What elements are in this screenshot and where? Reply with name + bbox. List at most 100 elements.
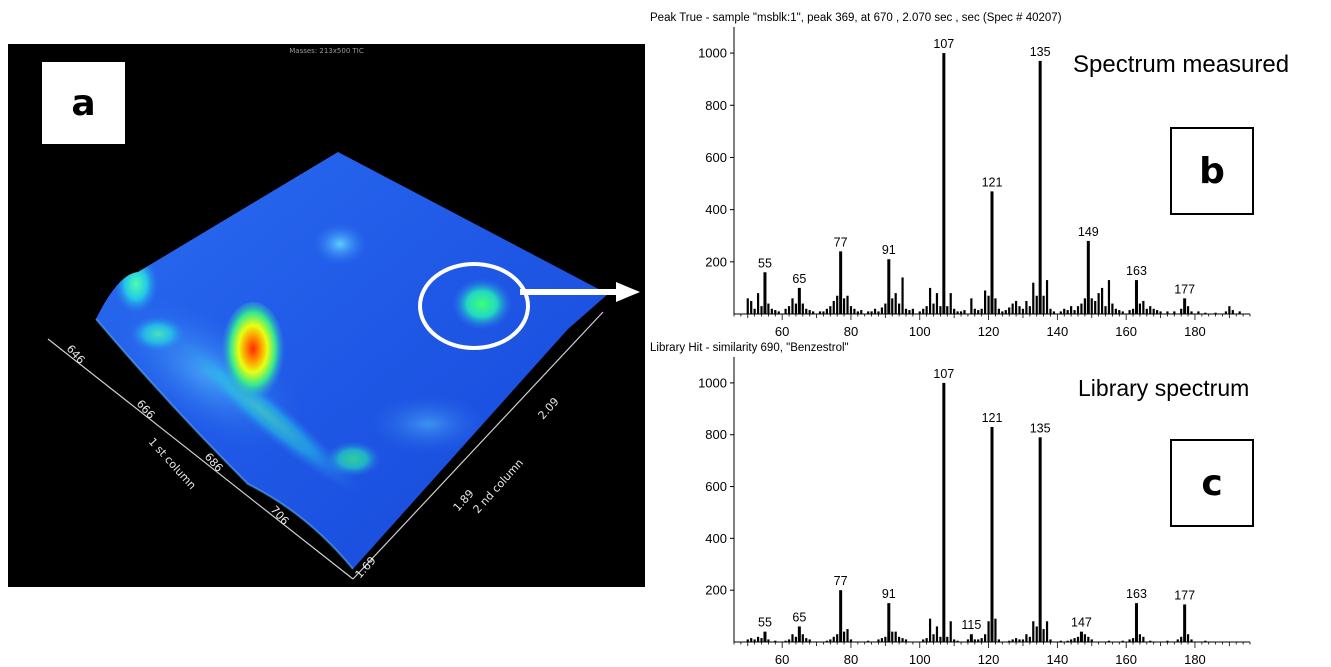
spectrum-bar bbox=[784, 308, 787, 314]
spectrum-bar bbox=[787, 306, 791, 314]
spectrum-bar bbox=[973, 639, 976, 642]
x-tick-label: 140 bbox=[1047, 652, 1069, 667]
y-tick-label: 200 bbox=[705, 583, 727, 598]
spectrum-bar bbox=[1183, 604, 1187, 642]
spectrum-bar bbox=[1035, 295, 1038, 314]
y-tick-label: 400 bbox=[705, 531, 727, 546]
spectrum-bar bbox=[932, 634, 935, 642]
spectrum-bar bbox=[1186, 634, 1190, 642]
spectrum-bar bbox=[1028, 306, 1031, 314]
y-tick-label: 600 bbox=[705, 150, 727, 165]
spectrum-bar bbox=[946, 306, 949, 314]
y-tick-label: 1000 bbox=[698, 375, 727, 390]
spectrum-bar bbox=[953, 639, 956, 642]
pointer-arrow bbox=[520, 282, 640, 302]
spectrum-bar bbox=[767, 303, 770, 314]
spectrum-bar bbox=[1180, 636, 1183, 642]
surface-plot: 646 666 686 706 1 st column 1.69 1.89 2.… bbox=[47, 152, 608, 581]
spectrum-bar bbox=[801, 303, 804, 314]
spectrum-bar bbox=[1100, 287, 1104, 314]
spectrum-bar bbox=[867, 311, 870, 314]
spectrum-bar bbox=[904, 639, 908, 642]
spectrum-bar bbox=[1128, 310, 1131, 314]
spectrum-bar bbox=[849, 306, 853, 314]
spectrum-bar bbox=[1238, 311, 1241, 314]
spectrum-bar bbox=[880, 307, 884, 314]
library-spectrum-chart: 200 400 600 800 1000 60 80 100 120 140 160 180 55 65 7… bbox=[698, 357, 1251, 667]
spectrum-bar bbox=[887, 259, 891, 314]
spectrum-bar bbox=[877, 311, 880, 314]
spectrum-bar bbox=[1083, 298, 1086, 314]
spectrum-bar bbox=[980, 638, 983, 642]
spectrum-bar bbox=[1076, 636, 1080, 642]
spectrum-bar bbox=[1011, 639, 1014, 642]
spectrum-bar bbox=[977, 310, 980, 314]
spectrum-bar bbox=[956, 640, 959, 642]
spectrum-bar bbox=[791, 634, 794, 642]
spectrum-bar bbox=[891, 298, 894, 314]
spectrum-bar bbox=[777, 311, 780, 314]
spectrum-bar bbox=[901, 638, 904, 642]
spectrum-bar bbox=[1111, 303, 1114, 314]
spectrum-bar bbox=[990, 191, 994, 314]
spectrum-bar bbox=[750, 638, 753, 642]
spectrum-bar bbox=[922, 639, 925, 642]
spectrum-bar bbox=[1073, 310, 1076, 314]
spectrum-bar bbox=[829, 306, 832, 314]
spectrum-bar bbox=[963, 310, 966, 314]
spectrum-bar bbox=[925, 638, 928, 642]
axis2-title: 2 nd column bbox=[471, 456, 526, 516]
spectrum-bar bbox=[750, 300, 753, 314]
spectrum-bar bbox=[774, 640, 777, 642]
spectrum-bar bbox=[1086, 240, 1090, 314]
spectrum-bar bbox=[1045, 280, 1049, 314]
peak-label: 135 bbox=[1030, 421, 1051, 435]
spectrum-bar bbox=[956, 311, 959, 314]
spectrum-bar bbox=[1128, 639, 1131, 642]
spectrum-bar bbox=[767, 639, 770, 642]
peak-label: 65 bbox=[792, 610, 806, 624]
spectrum-bar bbox=[884, 303, 887, 314]
spectrum-bar bbox=[1114, 308, 1117, 314]
spectrum-bar bbox=[1038, 437, 1042, 642]
spectrum-bar bbox=[746, 639, 749, 642]
spectrum-bar bbox=[1032, 621, 1035, 642]
spectrum-bar bbox=[805, 638, 808, 642]
peak-label: 77 bbox=[834, 574, 848, 588]
spectrum-bar bbox=[939, 306, 942, 314]
spectrum-bar bbox=[839, 590, 843, 642]
spectrum-bar bbox=[1097, 293, 1100, 314]
spectrum-bar bbox=[1090, 639, 1093, 642]
spectrum-bar bbox=[894, 631, 897, 642]
spectrum-bar bbox=[1180, 308, 1183, 314]
spectrum-bar bbox=[880, 638, 884, 642]
x-tick-label: 60 bbox=[775, 324, 789, 339]
spectrum-bar bbox=[1197, 311, 1200, 314]
spectrum-bar bbox=[908, 310, 911, 314]
spectrum-bar bbox=[1104, 306, 1107, 314]
spectrum-bar bbox=[949, 293, 952, 314]
x-tick-label: 100 bbox=[909, 652, 931, 667]
spectrum-bar bbox=[994, 618, 997, 642]
library-spectrum-title: Library Hit - similarity 690, "Benzestro… bbox=[650, 342, 849, 354]
spectrum-bar bbox=[1073, 638, 1076, 642]
spectrum-bar bbox=[825, 640, 828, 642]
spectrum-bar bbox=[1107, 640, 1111, 642]
spectrum-bar bbox=[977, 639, 980, 642]
y-tick-label: 200 bbox=[705, 254, 727, 269]
spectrum-bar bbox=[1149, 640, 1152, 642]
spectrum-bar bbox=[1138, 303, 1142, 314]
spectrum-bar bbox=[887, 603, 891, 642]
spectrum-bar bbox=[746, 298, 749, 314]
spectrum-bar bbox=[997, 639, 1000, 642]
spectrum-bar bbox=[1107, 280, 1111, 314]
spectrum-bar bbox=[1059, 640, 1062, 642]
measured-spectrum-title: Peak True - sample "msblk:1", peak 369, … bbox=[650, 12, 1062, 24]
axis1-title: 1 st column bbox=[146, 435, 199, 492]
peak-label: 91 bbox=[882, 587, 896, 601]
spectrum-bar bbox=[1066, 640, 1069, 642]
spectrum-bar bbox=[842, 631, 846, 642]
spectrum-bar bbox=[1231, 310, 1234, 314]
spectrum-bar bbox=[997, 308, 1000, 314]
spectrum-bar bbox=[1052, 311, 1056, 314]
